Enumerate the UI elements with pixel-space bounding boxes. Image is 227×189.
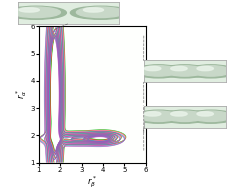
Circle shape: [164, 66, 203, 76]
Circle shape: [6, 6, 66, 19]
Circle shape: [170, 66, 186, 71]
Circle shape: [196, 112, 212, 116]
Circle shape: [83, 8, 103, 12]
Circle shape: [133, 65, 182, 78]
Circle shape: [19, 8, 39, 12]
Circle shape: [170, 112, 186, 116]
Circle shape: [138, 111, 177, 122]
Circle shape: [196, 66, 212, 71]
Y-axis label: $r^*_\alpha$: $r^*_\alpha$: [14, 90, 29, 99]
Circle shape: [133, 110, 182, 123]
Circle shape: [138, 66, 177, 76]
Circle shape: [159, 65, 208, 78]
Circle shape: [70, 6, 130, 19]
Circle shape: [159, 110, 208, 123]
Circle shape: [190, 66, 227, 76]
Circle shape: [164, 111, 203, 122]
Circle shape: [185, 65, 227, 78]
X-axis label: $r^*_\beta$: $r^*_\beta$: [87, 174, 97, 189]
Circle shape: [190, 111, 227, 122]
Circle shape: [144, 112, 160, 116]
Circle shape: [12, 7, 60, 18]
Circle shape: [76, 7, 124, 18]
Circle shape: [185, 110, 227, 123]
Circle shape: [144, 66, 160, 71]
